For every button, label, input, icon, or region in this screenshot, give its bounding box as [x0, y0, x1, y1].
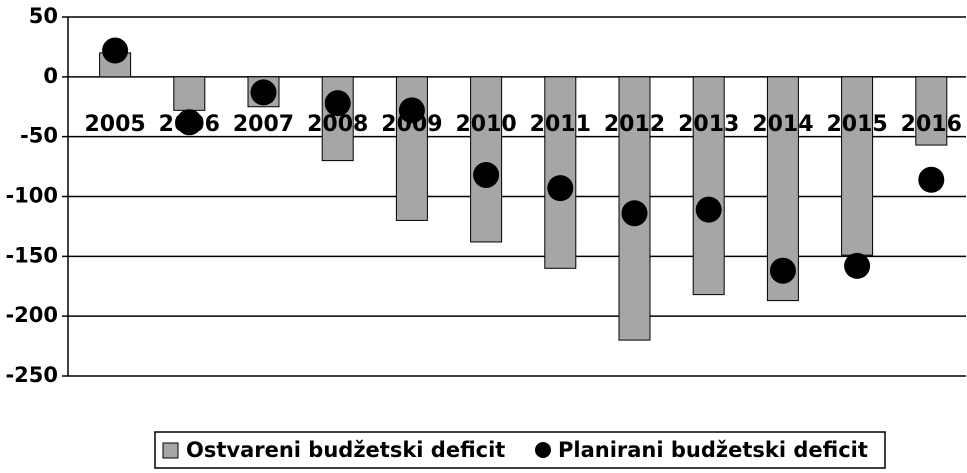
y-tick-label: -50	[20, 124, 58, 148]
bar	[544, 76, 577, 269]
dot	[324, 90, 351, 117]
dot	[695, 196, 722, 223]
x-tick-label: 2008	[307, 112, 368, 137]
legend-label: Ostvareni budžetski deficit	[186, 438, 505, 462]
dot	[250, 79, 277, 106]
y-tick-label: -200	[5, 303, 58, 327]
x-tick-label: 2010	[455, 112, 516, 137]
bar	[915, 76, 948, 146]
x-tick-label: 2016	[901, 112, 962, 137]
dot	[398, 97, 425, 124]
x-tick-label: 2013	[678, 112, 739, 137]
dot	[769, 257, 796, 284]
x-tick-label: 2011	[530, 112, 591, 137]
bar	[470, 76, 503, 243]
x-tick-label: 2012	[604, 112, 665, 137]
legend-label: Planirani budžetski deficit	[558, 438, 868, 462]
y-tick-label: -100	[5, 184, 58, 208]
x-tick-label: 2005	[84, 112, 145, 137]
y-tick-label: -150	[5, 243, 58, 267]
dot	[102, 37, 129, 64]
dot	[918, 166, 945, 193]
x-tick-label: 2007	[233, 112, 294, 137]
dot	[621, 200, 648, 227]
bar	[173, 76, 206, 111]
y-tick-label: 0	[43, 64, 58, 88]
dot	[844, 252, 871, 279]
dot	[547, 175, 574, 202]
bar	[841, 76, 874, 256]
dot	[473, 161, 500, 188]
y-tick-label: -250	[5, 363, 58, 387]
legend-box	[154, 431, 886, 469]
x-tick-label: 2014	[752, 112, 813, 137]
legend-swatch	[535, 442, 551, 458]
bar	[692, 76, 725, 296]
y-tick-label: 50	[29, 4, 58, 28]
dot	[176, 109, 203, 136]
legend-swatch	[162, 442, 179, 459]
x-tick-label: 2015	[826, 112, 887, 137]
